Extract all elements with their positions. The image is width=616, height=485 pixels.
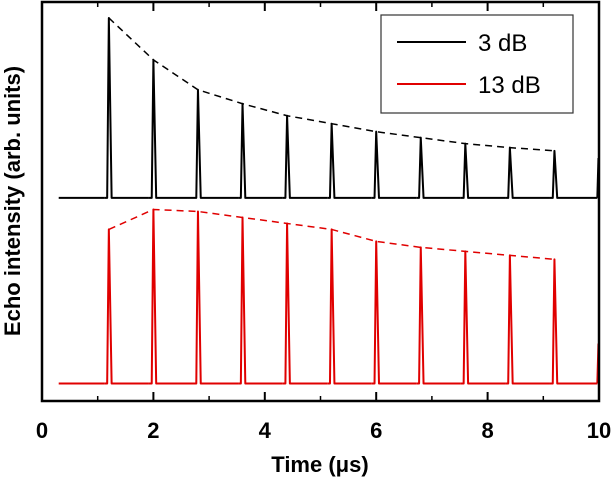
series-3-db-echo-4 [238,102,283,199]
series-13-db-echo-6 [327,228,372,385]
x-tick-label: 10 [587,418,611,443]
series-13-db-echo-11 [549,258,598,385]
x-axis-ticks: 0 2 4 6 8 10 [36,2,611,443]
plot-envelopes [108,17,555,261]
x-tick-label: 0 [36,418,48,443]
x-tick-label: 8 [481,418,493,443]
series-3-db-echo-8 [416,136,461,199]
legend: 3 dB 13 dB [380,14,574,114]
series-13-db-envelope [108,208,555,261]
series-3-db-echo-1 [104,16,149,199]
series-13-db-echo-9 [460,250,506,385]
series-3-db-echo-5 [282,114,328,199]
series-3-db-echo-9 [460,142,506,199]
x-tick-label: 6 [370,418,382,443]
series-13-db-echo-3 [193,210,239,385]
y-axis-title: Echo intensity (arb. units) [0,66,25,336]
series-13-db-echo-8 [416,246,461,385]
legend-label-1: 3 dB [478,30,527,57]
series-13-db-echo-10 [505,254,550,385]
series-13-db-echo-5 [282,222,328,385]
legend-box [380,14,574,114]
series-13-db-echo-4 [238,216,283,385]
x-axis-title: Time (μs) [271,452,368,477]
series-3-db-echo-11 [549,149,598,199]
series-3-db-echo-10 [505,146,550,199]
legend-label-2: 13 dB [478,72,541,99]
series-3-db-echo-3 [193,88,239,199]
x-tick-label: 4 [259,418,272,443]
series-3-db-echo-6 [327,122,372,199]
series-3-db-echo-2 [148,58,194,199]
series-13-db-echo-1 [104,228,149,385]
series-13-db-echo-2 [148,208,194,385]
series-13-db-echo-7 [371,240,417,385]
series-3-db-envelope [108,17,555,152]
series-3-db-echo-7 [371,130,417,199]
x-tick-label: 2 [147,418,159,443]
